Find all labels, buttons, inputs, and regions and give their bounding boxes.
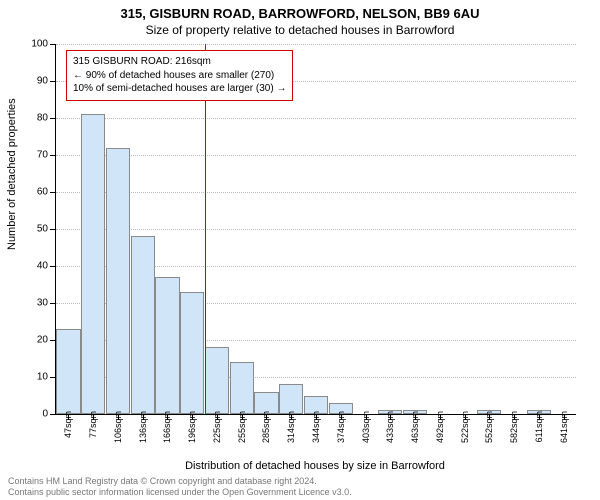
histogram-bar (131, 236, 155, 414)
grid-line (56, 192, 576, 193)
annotation-line-2: ← 90% of detached houses are smaller (27… (73, 69, 286, 83)
annotation-box: 315 GISBURN ROAD: 216sqm ← 90% of detach… (66, 50, 293, 101)
y-tick (50, 266, 56, 267)
y-tick (50, 81, 56, 82)
x-tick-label: 374sqm (336, 411, 346, 443)
x-tick-label: 255sqm (237, 411, 247, 443)
x-tick-label: 403sqm (361, 411, 371, 443)
grid-line (56, 118, 576, 119)
x-tick-label: 106sqm (113, 411, 123, 443)
y-tick-label: 0 (42, 409, 48, 420)
footer-text: Contains HM Land Registry data © Crown c… (8, 476, 352, 498)
y-axis-title: Number of detached properties (6, 98, 18, 250)
y-tick (50, 155, 56, 156)
histogram-bar (230, 362, 254, 414)
x-tick-label: 522sqm (460, 411, 470, 443)
histogram-bar (106, 148, 130, 414)
x-tick-label: 47sqm (63, 411, 73, 438)
y-tick-label: 70 (37, 150, 48, 161)
y-tick (50, 229, 56, 230)
annotation-line-1: 315 GISBURN ROAD: 216sqm (73, 55, 286, 69)
y-tick (50, 414, 56, 415)
histogram-bar (155, 277, 179, 414)
y-tick (50, 340, 56, 341)
histogram-bar (180, 292, 204, 414)
x-tick-label: 433sqm (385, 411, 395, 443)
histogram-bar (205, 347, 229, 414)
histogram-bar (279, 384, 303, 414)
x-tick-label: 582sqm (509, 411, 519, 443)
chart-title: 315, GISBURN ROAD, BARROWFORD, NELSON, B… (0, 0, 600, 21)
y-tick-label: 100 (31, 39, 48, 50)
grid-line (56, 44, 576, 45)
y-tick-label: 30 (37, 298, 48, 309)
x-tick-label: 611sqm (534, 411, 544, 442)
y-tick (50, 303, 56, 304)
footer-line-2: Contains public sector information licen… (8, 487, 352, 498)
y-tick-label: 40 (37, 261, 48, 272)
x-tick-label: 196sqm (187, 411, 197, 443)
x-tick-label: 492sqm (435, 411, 445, 443)
histogram-bar (56, 329, 80, 414)
grid-line (56, 229, 576, 230)
chart-container: 315, GISBURN ROAD, BARROWFORD, NELSON, B… (0, 0, 600, 500)
y-tick-label: 80 (37, 113, 48, 124)
footer-line-1: Contains HM Land Registry data © Crown c… (8, 476, 352, 487)
y-tick (50, 377, 56, 378)
y-tick-label: 20 (37, 335, 48, 346)
annotation-line-3: 10% of semi-detached houses are larger (… (73, 82, 286, 96)
y-tick-label: 10 (37, 372, 48, 383)
x-tick-label: 641sqm (559, 411, 569, 443)
x-tick-label: 136sqm (138, 411, 148, 443)
x-tick-label: 463sqm (410, 411, 420, 443)
y-tick (50, 192, 56, 193)
x-tick-label: 552sqm (484, 411, 494, 443)
x-tick-label: 225sqm (212, 411, 222, 443)
x-tick-label: 285sqm (261, 411, 271, 443)
grid-line (56, 155, 576, 156)
x-tick-label: 344sqm (311, 411, 321, 443)
histogram-bar (81, 114, 105, 414)
plot-area: 010203040506070809010047sqm77sqm106sqm13… (55, 44, 576, 415)
y-tick (50, 118, 56, 119)
x-tick-label: 314sqm (286, 411, 296, 443)
x-tick-label: 77sqm (88, 411, 98, 438)
y-tick-label: 50 (37, 224, 48, 235)
y-tick-label: 90 (37, 76, 48, 87)
chart-subtitle: Size of property relative to detached ho… (0, 21, 600, 37)
y-tick (50, 44, 56, 45)
y-tick-label: 60 (37, 187, 48, 198)
x-tick-label: 166sqm (162, 411, 172, 443)
x-axis-title: Distribution of detached houses by size … (55, 460, 575, 472)
